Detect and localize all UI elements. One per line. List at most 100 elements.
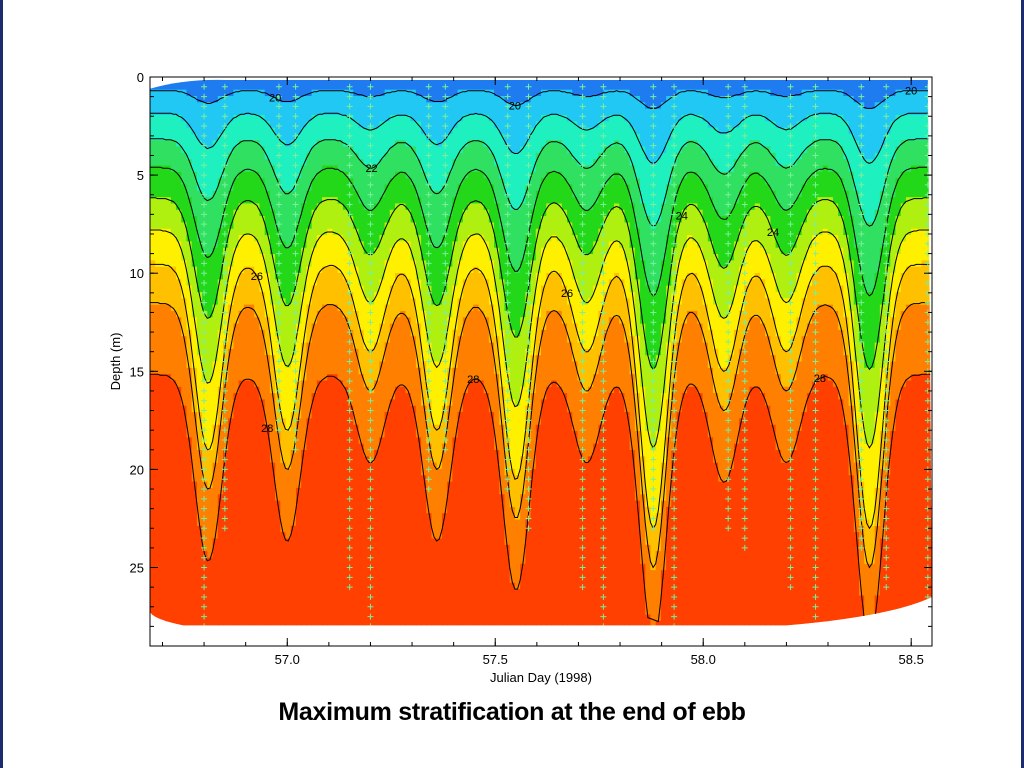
contour-cell xyxy=(290,620,297,626)
contour-cell xyxy=(306,190,313,198)
contour-cell xyxy=(285,557,292,565)
contour-cell xyxy=(348,538,354,546)
contour-cell xyxy=(280,203,287,211)
contour-cell xyxy=(259,310,266,318)
contour-cell xyxy=(217,342,224,350)
contour-cell xyxy=(431,247,438,255)
contour-cell xyxy=(280,405,287,413)
contour-cell xyxy=(254,424,261,432)
contour-cell xyxy=(342,102,349,110)
contour-cell xyxy=(160,203,167,211)
contour-cell xyxy=(160,620,167,626)
contour-cell xyxy=(311,437,318,445)
contour-cell xyxy=(186,456,193,464)
contour-cell xyxy=(233,627,239,634)
contour-cell xyxy=(379,178,386,186)
contour-cell xyxy=(186,79,193,84)
contour-cell xyxy=(348,121,354,129)
contour-cell xyxy=(389,614,396,622)
contour-cell xyxy=(170,418,177,426)
contour-cell xyxy=(332,487,339,495)
contour-cell xyxy=(363,266,370,274)
contour-cell xyxy=(368,235,375,242)
contour-cell xyxy=(290,544,297,552)
contour-cell xyxy=(327,519,334,527)
contour-cell xyxy=(269,620,276,626)
contour-cell xyxy=(275,570,281,578)
contour-cell xyxy=(165,216,172,224)
contour-cell xyxy=(358,102,365,110)
contour-cell xyxy=(165,418,172,426)
contour-cell xyxy=(186,203,193,211)
contour-cell xyxy=(196,178,203,186)
contour-cell xyxy=(202,500,208,508)
contour-cell xyxy=(212,89,219,97)
contour-cell xyxy=(295,165,302,173)
contour-cell xyxy=(421,235,427,242)
contour-cell xyxy=(186,589,193,597)
contour-cell xyxy=(290,133,297,141)
contour-cell xyxy=(374,235,380,242)
contour-cell xyxy=(191,437,198,445)
contour-cell xyxy=(202,247,208,255)
contour-cell xyxy=(400,317,407,325)
contour-cell xyxy=(233,95,240,103)
contour-cell xyxy=(176,83,182,91)
contour-cell xyxy=(301,203,307,211)
contour-cell xyxy=(170,519,177,527)
contour-cell xyxy=(400,348,407,356)
contour-cell xyxy=(233,203,240,211)
contour-cell xyxy=(316,178,323,186)
contour-cell xyxy=(228,443,235,451)
contour-cell xyxy=(421,614,427,622)
contour-cell xyxy=(290,89,297,97)
contour-cell xyxy=(186,165,193,173)
contour-cell xyxy=(405,456,412,464)
contour-cell xyxy=(249,614,255,622)
contour-cell xyxy=(233,209,240,217)
contour-cell xyxy=(207,291,214,299)
contour-cell xyxy=(212,260,219,268)
contour-cell xyxy=(368,228,375,236)
contour-cell xyxy=(186,481,193,489)
contour-cell xyxy=(165,266,172,274)
contour-cell xyxy=(363,462,370,470)
contour-cell xyxy=(170,178,177,186)
contour-cell xyxy=(196,235,203,242)
contour-cell xyxy=(342,405,349,413)
contour-cell xyxy=(186,557,193,565)
contour-cell xyxy=(249,342,255,350)
contour-cell xyxy=(228,462,235,470)
contour-cell xyxy=(405,272,412,280)
contour-cell xyxy=(415,608,422,615)
contour-cell xyxy=(363,494,370,502)
contour-cell xyxy=(259,405,266,413)
contour-cell xyxy=(259,184,266,192)
contour-cell xyxy=(405,254,412,261)
contour-cell xyxy=(342,582,349,590)
contour-cell xyxy=(285,171,292,179)
contour-cell xyxy=(196,475,203,483)
contour-cell xyxy=(363,254,370,261)
contour-cell xyxy=(191,165,198,173)
contour-cell xyxy=(301,525,307,533)
contour-cell xyxy=(337,544,344,552)
contour-cell xyxy=(358,310,365,318)
contour-cell xyxy=(181,114,188,122)
contour-cell xyxy=(238,475,245,483)
contour-cell xyxy=(290,152,297,160)
contour-cell xyxy=(259,317,266,325)
contour-cell xyxy=(338,627,344,634)
contour-cell xyxy=(280,551,287,559)
contour-cell xyxy=(431,374,438,382)
contour-cell xyxy=(384,500,391,508)
contour-cell xyxy=(192,633,198,640)
contour-cell xyxy=(436,127,443,135)
contour-cell xyxy=(244,633,250,640)
contour-cell xyxy=(301,266,307,274)
contour-cell xyxy=(436,159,443,167)
contour-cell xyxy=(155,342,162,350)
contour-cell xyxy=(384,83,391,91)
contour-cell xyxy=(196,127,203,135)
contour-cell xyxy=(280,525,287,533)
